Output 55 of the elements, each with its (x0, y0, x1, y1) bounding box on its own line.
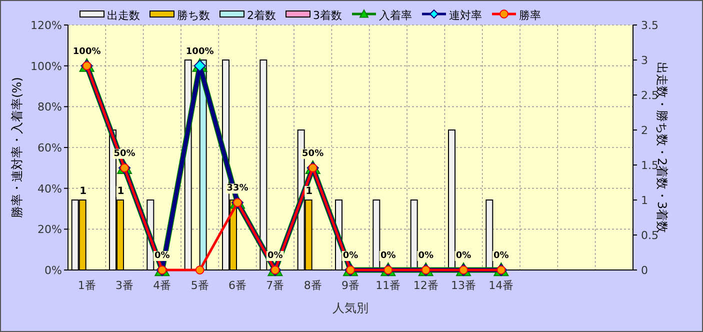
x-tick-label: 5番 (190, 279, 209, 292)
data-label: 50% (114, 148, 136, 159)
legend-連対率: 連対率 (422, 9, 482, 22)
legend-勝ち数: 勝ち数 (150, 9, 210, 22)
y-tick-label: 100% (30, 60, 62, 73)
data-label: 1 (306, 186, 313, 197)
legend-label: 3着数 (313, 9, 342, 22)
x-tick-label: 11番 (376, 279, 401, 292)
legend-label: 2着数 (247, 9, 276, 22)
y2-tick-label: 3 (641, 54, 648, 67)
data-label: 0% (268, 251, 283, 261)
y-tick-label: 40% (38, 182, 62, 196)
x-tick-label: 8番 (304, 279, 322, 292)
y-tick-label: 80% (38, 100, 62, 114)
data-label: 1 (80, 186, 87, 197)
legend-label: 出走数 (107, 9, 140, 22)
data-label: 100% (186, 46, 214, 57)
data-label: 100% (72, 46, 101, 57)
y-axis-title: 勝率・連対率・入着率(%) (10, 77, 24, 218)
y2-tick-label: 2 (641, 124, 648, 137)
data-label: 0% (154, 251, 170, 261)
y-tick-label: 20% (38, 223, 62, 236)
y2-tick-label: 1 (641, 194, 648, 207)
data-label: 0% (456, 251, 472, 261)
y-tick-label: 60% (38, 142, 62, 154)
legend-label: 連対率 (449, 9, 482, 22)
x-tick-label: 14番 (488, 279, 514, 292)
x-tick-label: 9番 (342, 279, 360, 292)
x-tick-label: 12番 (413, 279, 438, 292)
y2-tick-label: 2.5 (641, 89, 658, 102)
x-tick-label: 7番 (266, 279, 284, 292)
data-label: 1 (117, 186, 124, 197)
data-label: 0% (418, 251, 434, 261)
data-label: 33% (226, 184, 248, 194)
data-label: 0% (342, 251, 358, 261)
y-tick-label: 120% (30, 19, 62, 32)
legend-label: 入着率 (379, 9, 412, 22)
y2-tick-label: 3.5 (641, 19, 658, 32)
x-tick-label: 4番 (153, 279, 172, 292)
legend-入着率: 入着率 (352, 8, 412, 22)
legend-label: 勝率 (519, 9, 541, 22)
x-axis-title: 人気別 (332, 301, 368, 315)
y-tick-label: 0% (44, 264, 62, 277)
data-label: 50% (302, 148, 324, 159)
legend-label: 勝ち数 (177, 9, 210, 22)
data-label: 0% (380, 251, 396, 261)
x-tick-label: 3番 (116, 279, 134, 292)
x-tick-label: 1番 (78, 279, 96, 292)
data-label: 0% (494, 251, 509, 261)
y2-tick-label: 0.5 (641, 229, 658, 242)
legend-出走数: 出走数 (80, 9, 140, 22)
legend-勝率: 勝率 (492, 9, 541, 22)
x-tick-label: 6番 (228, 279, 246, 292)
x-tick-label: 13番 (451, 279, 476, 292)
y2-tick-label: 0 (641, 264, 648, 277)
